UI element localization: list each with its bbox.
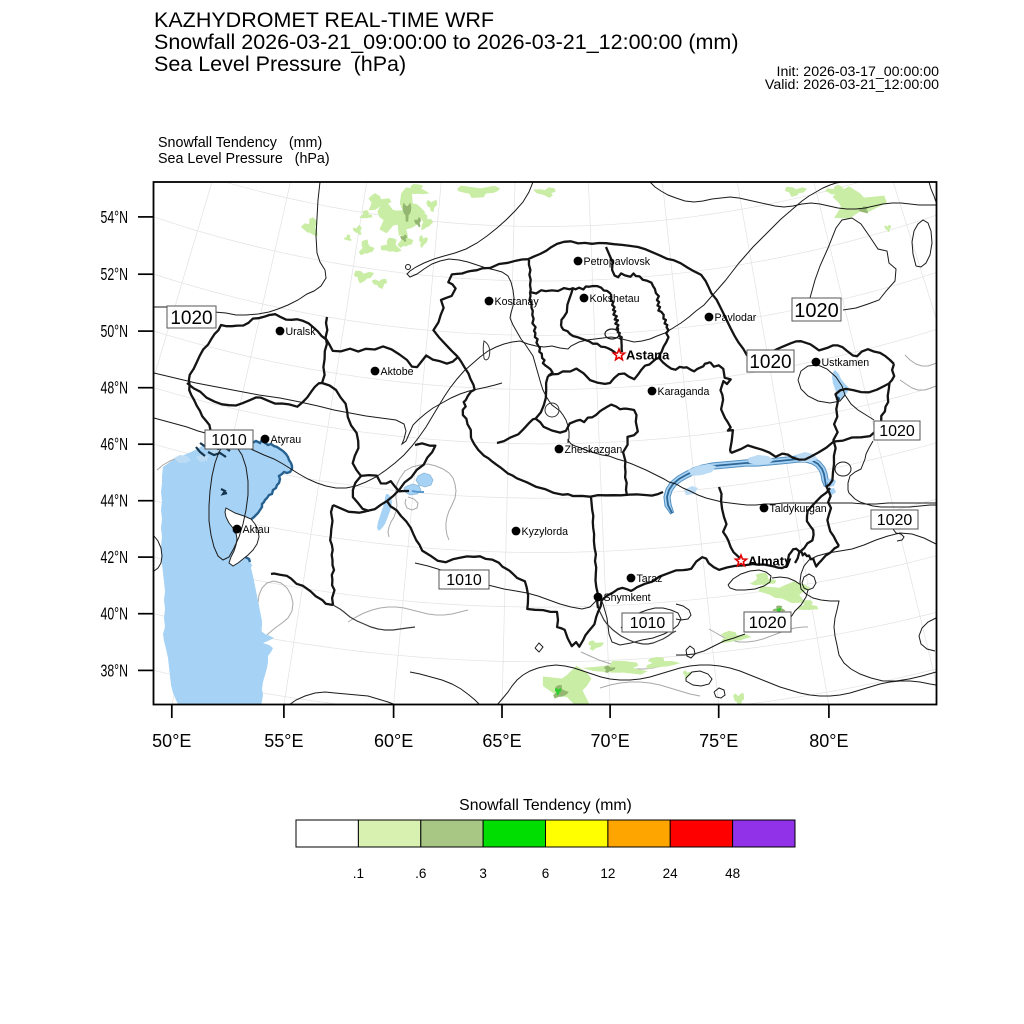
svg-text:Almaty: Almaty <box>748 554 792 569</box>
svg-text:Valid: 2026-03-21_12:00:00: Valid: 2026-03-21_12:00:00 <box>765 77 939 93</box>
svg-text:1020: 1020 <box>794 300 839 322</box>
svg-text:Kyzylorda: Kyzylorda <box>522 526 569 538</box>
svg-text:70°E: 70°E <box>590 731 629 751</box>
svg-text:1020: 1020 <box>877 512 913 529</box>
svg-text:1010: 1010 <box>630 615 666 632</box>
svg-text:Taldykurgan: Taldykurgan <box>770 503 827 515</box>
svg-text:54°N: 54°N <box>101 207 129 227</box>
svg-text:65°E: 65°E <box>482 731 521 751</box>
svg-text:Sea Level Pressure (hPa): Sea Level Pressure (hPa) <box>158 151 330 167</box>
svg-text:6: 6 <box>542 866 550 881</box>
svg-text:12: 12 <box>600 866 615 881</box>
svg-text:Sea Level Pressure (hPa): Sea Level Pressure (hPa) <box>154 52 406 76</box>
svg-text:1020: 1020 <box>170 308 212 329</box>
svg-text:Kokshetau: Kokshetau <box>590 293 640 305</box>
svg-text:1010: 1010 <box>446 572 482 589</box>
svg-text:Snowfall Tendency (mm): Snowfall Tendency (mm) <box>158 135 322 151</box>
svg-text:.1: .1 <box>353 866 364 881</box>
svg-text:80°E: 80°E <box>809 731 848 751</box>
svg-text:Karaganda: Karaganda <box>658 386 710 398</box>
svg-text:Aktobe: Aktobe <box>381 366 414 378</box>
svg-text:Snowfall Tendency (mm): Snowfall Tendency (mm) <box>459 797 632 814</box>
svg-text:1010: 1010 <box>211 432 247 449</box>
svg-text:KAZHYDROMET REAL-TIME WRF: KAZHYDROMET REAL-TIME WRF <box>154 8 494 32</box>
svg-text:Uralsk: Uralsk <box>286 326 317 338</box>
svg-text:52°N: 52°N <box>101 264 129 284</box>
svg-text:Aktau: Aktau <box>243 524 270 536</box>
svg-text:48°N: 48°N <box>101 378 129 398</box>
svg-text:75°E: 75°E <box>699 731 738 751</box>
svg-text:1020: 1020 <box>749 613 787 632</box>
svg-text:Pavlodar: Pavlodar <box>715 312 757 324</box>
svg-text:1020: 1020 <box>749 352 791 373</box>
svg-text:40°N: 40°N <box>101 604 129 624</box>
svg-text:50°E: 50°E <box>152 731 191 751</box>
svg-text:55°E: 55°E <box>264 731 303 751</box>
svg-text:38°N: 38°N <box>101 660 129 680</box>
svg-text:46°N: 46°N <box>101 434 129 454</box>
svg-text:60°E: 60°E <box>374 731 413 751</box>
svg-text:Atyrau: Atyrau <box>271 434 302 446</box>
svg-text:44°N: 44°N <box>101 491 129 511</box>
svg-text:50°N: 50°N <box>101 321 129 341</box>
svg-text:Zheskazgan: Zheskazgan <box>565 444 623 456</box>
svg-text:Init: 2026-03-17_00:00:00: Init: 2026-03-17_00:00:00 <box>777 64 940 80</box>
svg-text:Shymkent: Shymkent <box>604 592 651 604</box>
svg-text:.6: .6 <box>415 866 426 881</box>
svg-text:Taraz: Taraz <box>637 573 663 585</box>
svg-text:Kostanay: Kostanay <box>495 296 540 308</box>
svg-text:Astana: Astana <box>626 348 670 363</box>
svg-text:48: 48 <box>725 866 740 881</box>
svg-text:Ustkamen: Ustkamen <box>822 357 870 369</box>
svg-text:Petropavlovsk: Petropavlovsk <box>584 256 651 268</box>
svg-text:3: 3 <box>479 866 487 881</box>
svg-text:24: 24 <box>663 866 679 881</box>
svg-text:1020: 1020 <box>879 423 915 440</box>
svg-text:42°N: 42°N <box>101 547 129 567</box>
svg-text:Snowfall 2026-03-21_09:00:00 t: Snowfall 2026-03-21_09:00:00 to 2026-03-… <box>154 30 738 54</box>
